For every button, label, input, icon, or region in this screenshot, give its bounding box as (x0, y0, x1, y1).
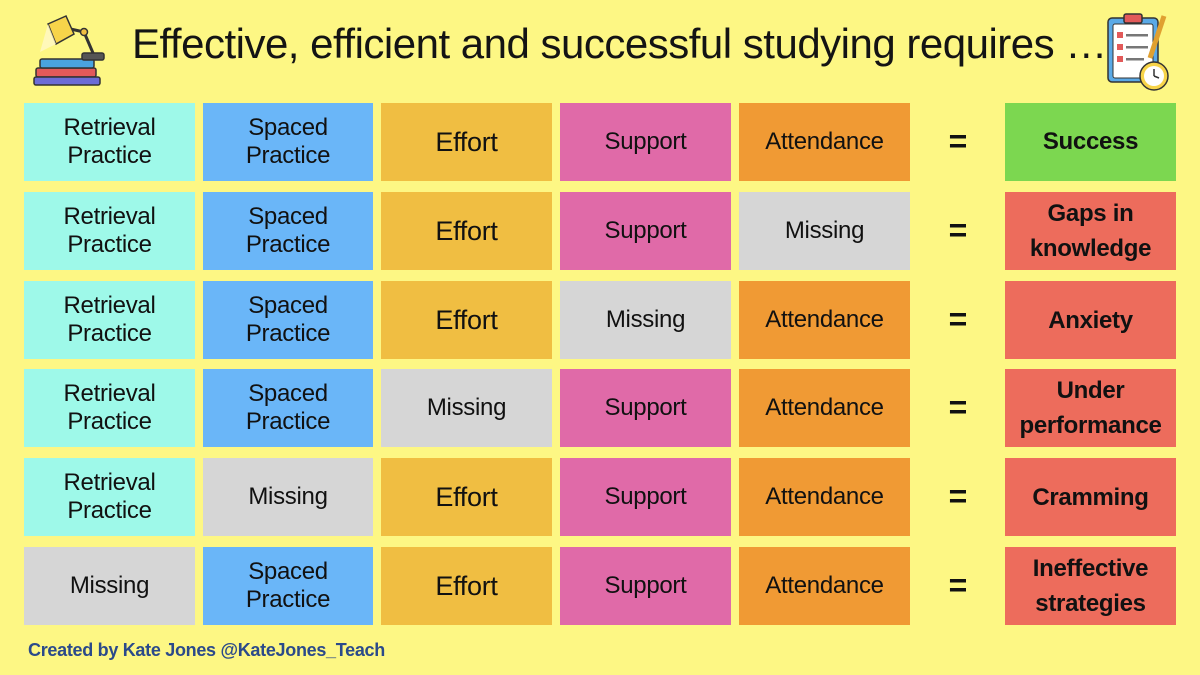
result-cell: Ineffective strategies (1005, 547, 1176, 625)
equals-sign: = (948, 567, 968, 603)
cell-effort: Effort (381, 547, 552, 625)
cell-attendance: Attendance (739, 547, 910, 625)
cell-retrieval: Retrieval Practice (24, 103, 195, 181)
cell-support: Support (560, 103, 731, 181)
cell-retrieval: Retrieval Practice (24, 458, 195, 536)
equals-sign: = (948, 389, 968, 425)
equals-sign: = (948, 212, 968, 248)
result-cell: Anxiety (1005, 281, 1176, 359)
cell-support: Support (560, 547, 731, 625)
page-title: Effective, efficient and successful stud… (132, 20, 1107, 67)
cell-attendance: Attendance (739, 103, 910, 181)
cell-support: Support (560, 369, 731, 447)
checklist-clipboard-clock-icon (1100, 8, 1180, 94)
cell-effort: Effort (381, 281, 552, 359)
equals-sign: = (948, 301, 968, 337)
cell-missing: Missing (560, 281, 731, 359)
cell-missing: Missing (24, 547, 195, 625)
cell-effort: Effort (381, 192, 552, 270)
cell-effort: Effort (381, 458, 552, 536)
cell-missing: Missing (381, 369, 552, 447)
result-cell: Gaps in knowledge (1005, 192, 1176, 270)
cell-spaced: Spaced Practice (203, 369, 373, 447)
cell-attendance: Attendance (739, 458, 910, 536)
cell-retrieval: Retrieval Practice (24, 281, 195, 359)
author-credit: Created by Kate Jones @KateJones_Teach (28, 640, 385, 660)
equals-sign: = (948, 478, 968, 514)
equals-sign: = (948, 123, 968, 159)
cell-missing: Missing (739, 192, 910, 270)
desk-lamp-books-icon (26, 10, 112, 88)
cell-attendance: Attendance (739, 281, 910, 359)
cell-spaced: Spaced Practice (203, 281, 373, 359)
result-cell: Success (1005, 103, 1176, 181)
cell-support: Support (560, 192, 731, 270)
cell-missing: Missing (203, 458, 373, 536)
cell-retrieval: Retrieval Practice (24, 369, 195, 447)
cell-retrieval: Retrieval Practice (24, 192, 195, 270)
result-cell: Cramming (1005, 458, 1176, 536)
result-cell: Under performance (1005, 369, 1176, 447)
cell-effort: Effort (381, 103, 552, 181)
cell-spaced: Spaced Practice (203, 103, 373, 181)
cell-spaced: Spaced Practice (203, 547, 373, 625)
cell-spaced: Spaced Practice (203, 192, 373, 270)
cell-attendance: Attendance (739, 369, 910, 447)
cell-support: Support (560, 458, 731, 536)
